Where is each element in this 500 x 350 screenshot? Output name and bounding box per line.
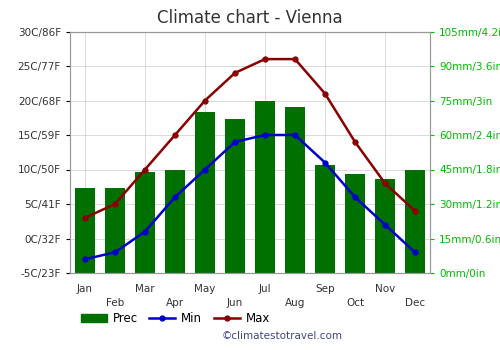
Text: Apr: Apr [166, 298, 184, 308]
Bar [345, 174, 365, 273]
Text: Sep: Sep [315, 284, 335, 294]
Text: Dec: Dec [405, 298, 425, 308]
Bar [285, 107, 305, 273]
Bar [225, 119, 245, 273]
Bar [105, 188, 125, 273]
Bar [195, 112, 215, 273]
Bar [165, 169, 185, 273]
Text: Oct: Oct [346, 298, 364, 308]
Bar [75, 188, 95, 273]
Bar [375, 179, 395, 273]
Text: May: May [194, 284, 216, 294]
Bar [135, 172, 155, 273]
Text: Feb: Feb [106, 298, 124, 308]
Text: Nov: Nov [375, 284, 395, 294]
Text: Jun: Jun [227, 298, 243, 308]
Bar [256, 100, 275, 273]
Bar [316, 165, 335, 273]
Text: Jul: Jul [258, 284, 272, 294]
Text: ©climatestotravel.com: ©climatestotravel.com [221, 331, 342, 341]
Text: Jan: Jan [77, 284, 93, 294]
Legend: Prec, Min, Max: Prec, Min, Max [76, 307, 275, 330]
Title: Climate chart - Vienna: Climate chart - Vienna [157, 9, 343, 27]
Bar [405, 169, 425, 273]
Text: Aug: Aug [285, 298, 305, 308]
Text: Mar: Mar [135, 284, 155, 294]
